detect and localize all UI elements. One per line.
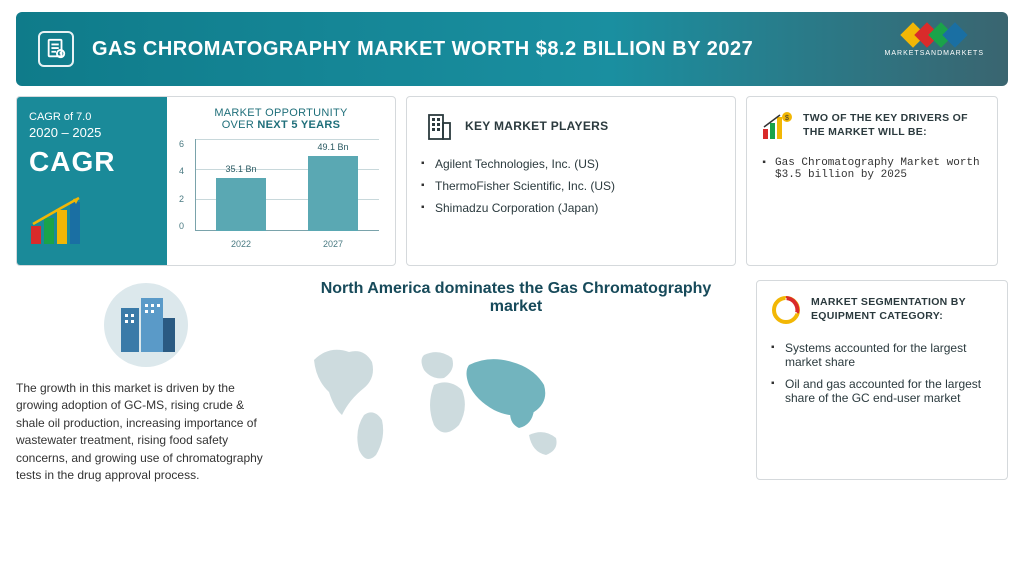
svg-text:$: $ <box>785 115 789 122</box>
city-globe-icon <box>101 280 191 370</box>
cagr-card: CAGR of 7.0 2020 – 2025 CAGR MARK <box>16 96 396 266</box>
map-title: North America dominates the Gas Chromato… <box>294 280 738 316</box>
brand-logo: MARKETSANDMARKETS <box>885 26 984 57</box>
segmentation-title: MARKET SEGMENTATION BY EQUIPMENT CATEGOR… <box>811 296 993 323</box>
cagr-subtitle: CAGR of 7.0 <box>29 111 155 123</box>
map-column: North America dominates the Gas Chromato… <box>294 280 738 485</box>
header-banner: GAS CHROMATOGRAPHY MARKET WORTH $8.2 BIL… <box>16 12 1008 86</box>
list-item: Gas Chromatography Market worth $3.5 bil… <box>761 153 983 185</box>
cagr-years: 2020 – 2025 <box>29 125 155 140</box>
drivers-card: $ TWO OF THE KEY DRIVERS OF THE MARKET W… <box>746 96 998 266</box>
segmentation-card: MARKET SEGMENTATION BY EQUIPMENT CATEGOR… <box>756 280 1008 480</box>
document-icon <box>38 31 74 67</box>
list-item: Systems accounted for the largest market… <box>771 337 993 373</box>
list-item: ThermoFisher Scientific, Inc. (US) <box>421 175 721 197</box>
growth-text-column: The growth in this market is driven by t… <box>16 280 276 485</box>
x-axis: 2022 2027 <box>195 239 379 249</box>
drivers-title: TWO OF THE KEY DRIVERS OF THE MARKET WIL… <box>803 112 983 139</box>
list-item: Shimadzu Corporation (Japan) <box>421 197 721 219</box>
segmentation-list: Systems accounted for the largest market… <box>771 337 993 409</box>
players-title: KEY MARKET PLAYERS <box>465 119 608 133</box>
bars-container: 35.1 Bn 49.1 Bn <box>195 139 379 231</box>
building-icon <box>421 109 455 143</box>
key-players-card: KEY MARKET PLAYERS Agilent Technologies,… <box>406 96 736 266</box>
header-title: GAS CHROMATOGRAPHY MARKET WORTH $8.2 BIL… <box>92 38 753 61</box>
growth-bars-icon <box>29 196 155 251</box>
y-axis: 0246 <box>179 139 193 231</box>
bar-chart: 0246 35.1 Bn 49.1 Bn <box>179 139 383 249</box>
chart-title: MARKET OPPORTUNITY OVER NEXT 5 YEARS <box>179 107 383 131</box>
opportunity-chart: MARKET OPPORTUNITY OVER NEXT 5 YEARS 024… <box>167 97 395 265</box>
pie-chart-icon <box>771 293 801 327</box>
logo-text: MARKETSANDMARKETS <box>885 50 984 57</box>
cagr-label: CAGR <box>29 146 155 178</box>
list-item: Oil and gas accounted for the largest sh… <box>771 373 993 409</box>
cagr-panel: CAGR of 7.0 2020 – 2025 CAGR <box>17 97 167 265</box>
growth-money-icon: $ <box>761 109 793 143</box>
logo-diamonds-icon <box>885 26 984 44</box>
bar-2027: 49.1 Bn <box>303 142 363 231</box>
world-map-icon <box>294 330 594 480</box>
growth-paragraph: The growth in this market is driven by t… <box>16 380 276 484</box>
bar-2022: 35.1 Bn <box>211 164 271 231</box>
players-list: Agilent Technologies, Inc. (US) ThermoFi… <box>421 153 721 219</box>
list-item: Agilent Technologies, Inc. (US) <box>421 153 721 175</box>
drivers-list: Gas Chromatography Market worth $3.5 bil… <box>761 153 983 185</box>
